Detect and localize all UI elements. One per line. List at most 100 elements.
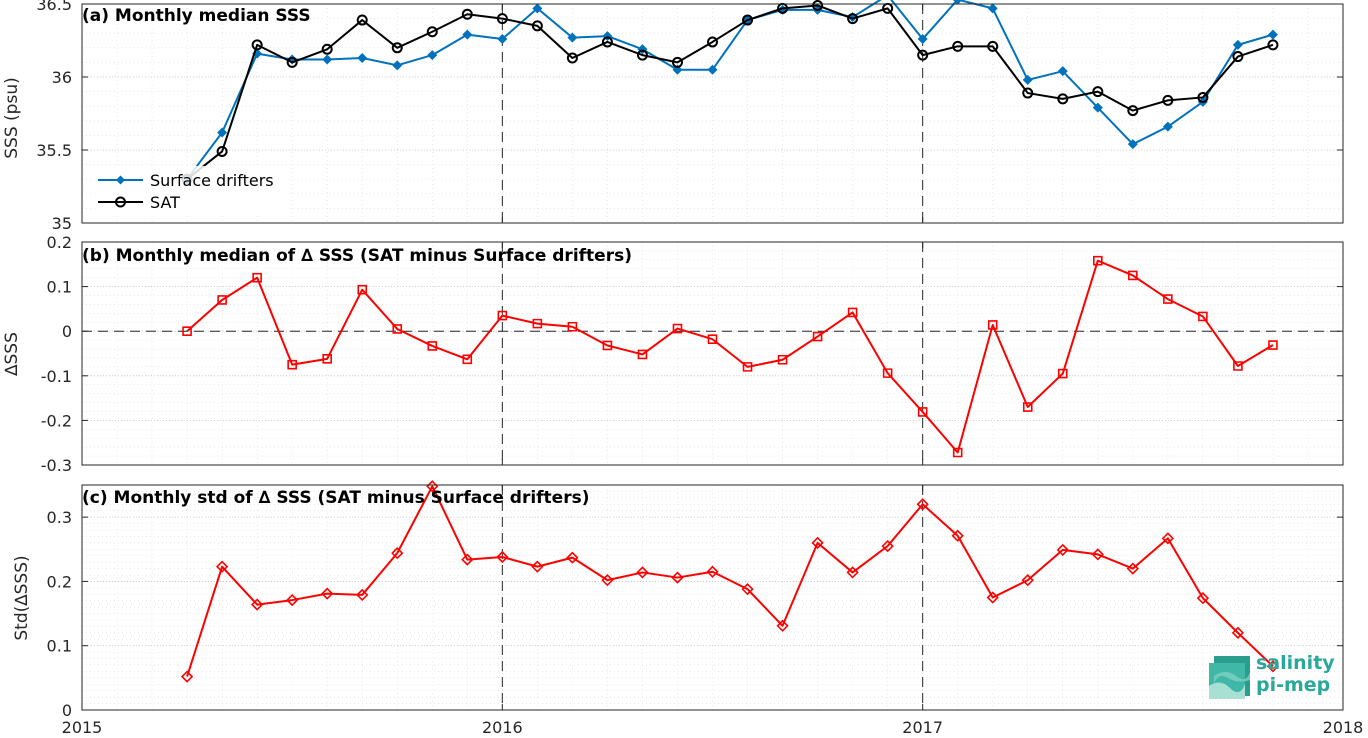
- data-point: [1268, 340, 1278, 350]
- x-tick-label: 2016: [482, 718, 523, 737]
- data-point: [1162, 121, 1173, 132]
- data-point: [1197, 91, 1209, 103]
- data-point: [1161, 532, 1174, 545]
- data-point: [391, 547, 404, 560]
- data-point: [637, 349, 648, 360]
- data-point: [1231, 626, 1245, 639]
- data-point: [952, 447, 963, 458]
- data-point: [1126, 562, 1139, 575]
- data-point: [357, 284, 368, 295]
- data-point: [1127, 139, 1138, 150]
- data-point: [917, 34, 928, 45]
- data-point: [1233, 361, 1243, 371]
- data-point: [321, 587, 334, 600]
- data-point: [741, 583, 754, 596]
- logo-graphic: [1209, 656, 1250, 699]
- data-point: [286, 56, 298, 68]
- data-point: [776, 619, 789, 632]
- data-point: [461, 553, 474, 566]
- data-point: [707, 36, 718, 48]
- logo-text-salinity: salinity: [1256, 652, 1335, 674]
- data-point: [1056, 543, 1069, 557]
- data-point: [427, 341, 438, 351]
- data-point: [532, 3, 543, 14]
- data-point: [251, 39, 263, 51]
- data-point: [496, 550, 509, 564]
- data-point: [987, 3, 998, 14]
- data-point: [811, 536, 824, 549]
- data-point: [916, 498, 929, 511]
- y-tick-label: 0: [62, 701, 72, 720]
- data-point: [1022, 87, 1034, 99]
- data-point: [987, 40, 999, 52]
- data-point: [1022, 402, 1033, 412]
- y-tick-label: 36.5: [36, 0, 72, 14]
- data-point: [1232, 39, 1243, 50]
- data-point: [1128, 270, 1138, 281]
- data-point: [1057, 368, 1068, 379]
- y-tick-label: 35.5: [36, 141, 72, 160]
- data-point: [1266, 660, 1280, 673]
- panel-c-title: (c) Monthly std of ∆ SSS (SAT minus Surf…: [82, 488, 589, 508]
- data-point: [462, 29, 473, 40]
- data-point: [602, 340, 613, 351]
- data-point: [881, 539, 894, 553]
- data-point: [531, 20, 543, 32]
- data-point: [216, 145, 228, 157]
- panel-b-frame: [81, 241, 1344, 466]
- data-point: [1057, 66, 1068, 77]
- panel-a-series: [181, 0, 1279, 185]
- data-point: [215, 560, 229, 573]
- series-line-sat: [186, 4, 1274, 180]
- data-point: [1091, 548, 1104, 561]
- data-point: [497, 310, 508, 321]
- data-point: [461, 8, 473, 20]
- y-tick-label: -0.3: [41, 456, 72, 475]
- data-point: [1021, 574, 1034, 587]
- logo-text-pi-mep: pi-mep: [1256, 674, 1330, 696]
- data-point: [356, 14, 368, 26]
- data-point: [777, 354, 788, 365]
- data-point: [1196, 592, 1210, 605]
- data-point: [182, 326, 192, 336]
- data-point: [953, 0, 963, 5]
- data-point: [1198, 311, 1208, 322]
- legend-box: [94, 166, 290, 214]
- data-point: [217, 127, 228, 138]
- data-point: [321, 43, 333, 55]
- data-point: [671, 56, 683, 68]
- panel-c-grid: [82, 484, 1343, 711]
- data-point: [601, 36, 613, 48]
- y-tick-label: 0.2: [47, 233, 72, 252]
- y-tick-label: 0.2: [47, 572, 72, 591]
- y-tick-label: -0.1: [41, 367, 72, 386]
- data-point: [812, 0, 824, 11]
- x-tick-label: 2018: [1323, 718, 1364, 737]
- panel-b-ticks: -0.3 -0.2 -0.1 0 0.1 0.2: [41, 233, 1344, 475]
- data-point: [672, 323, 683, 334]
- x-tick-label: 2017: [902, 718, 943, 737]
- data-point: [742, 14, 754, 26]
- data-point: [180, 670, 194, 683]
- data-point: [427, 50, 438, 61]
- data-point: [951, 529, 964, 542]
- data-point: [566, 52, 578, 64]
- data-point: [917, 407, 928, 417]
- panel-a-ticks: 35 35.5 36 36.5: [36, 0, 1344, 233]
- data-point: [217, 295, 227, 305]
- data-point: [601, 574, 614, 587]
- data-point: [1127, 105, 1139, 117]
- panel-a-frame: [81, 3, 1344, 224]
- panel-b-grid: [82, 241, 1343, 466]
- panel-c-std-delta-sss: 0 0.1 0.2 0.3 2015 2016 2017 2018 (c) Monthly s…: [12, 480, 1364, 737]
- data-point: [1092, 102, 1103, 113]
- data-point: [1092, 86, 1104, 98]
- data-point: [636, 49, 648, 61]
- salinity-pi-mep-logo: salinity pi-mep: [1209, 652, 1335, 699]
- data-point: [1232, 51, 1244, 63]
- data-point: [251, 598, 264, 611]
- data-point: [671, 571, 684, 584]
- data-point: [287, 359, 297, 370]
- data-point: [952, 40, 964, 52]
